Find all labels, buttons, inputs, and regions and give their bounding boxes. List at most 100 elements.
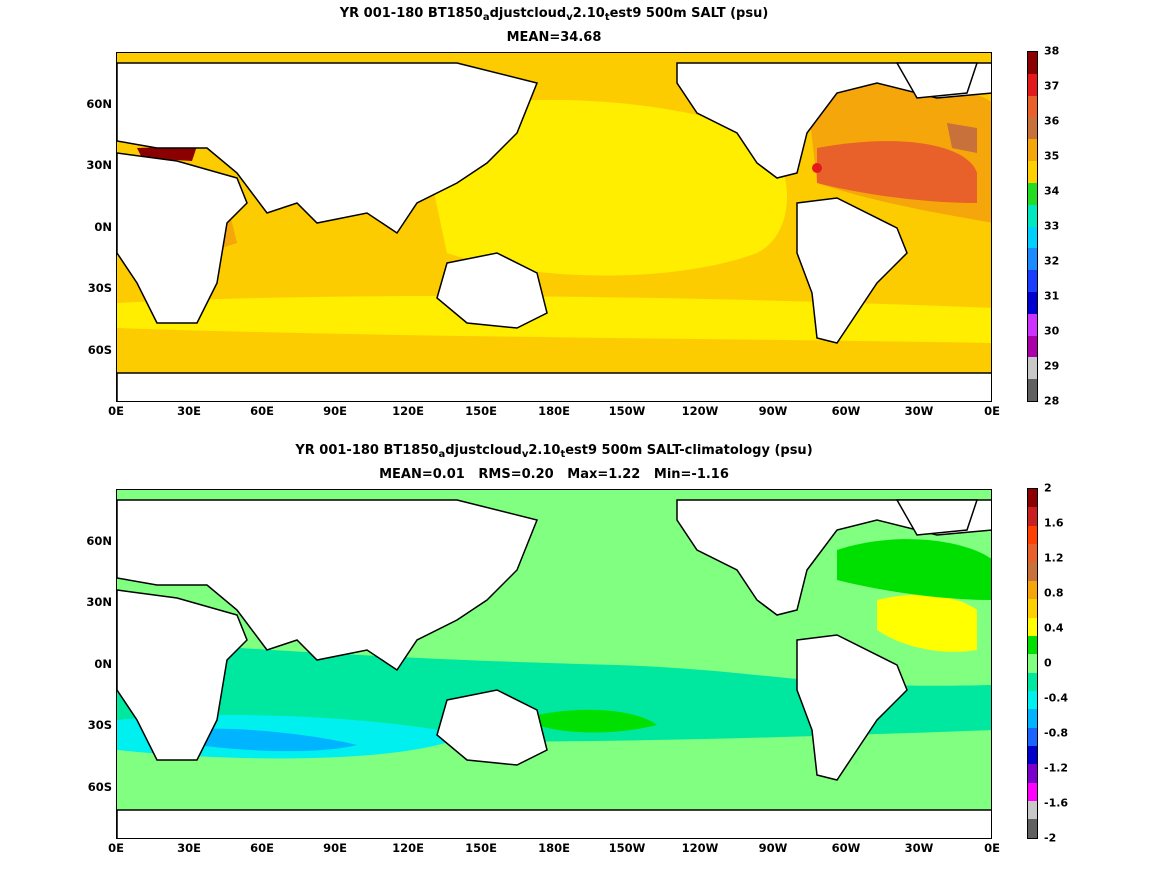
colorbar-label: 37 [1044,79,1060,93]
colorbar-segment [1028,357,1037,380]
colorbar-segment [1028,654,1037,673]
top-title-part: 2.10 [572,6,605,21]
x-tick-label: 150E [465,841,497,855]
bottom-title-part: 2.10 [528,443,561,458]
top-pacific-tongue [417,99,787,276]
y-tick-label: 60S [87,780,112,794]
y-tick-label: 30S [87,281,112,295]
colorbar-segment [1028,525,1037,545]
colorbar-label: 33 [1044,219,1060,233]
x-tick-label: 150W [608,404,646,418]
colorbar-segment [1028,764,1037,783]
bottom-map-title: YR 001-180 BT1850adjustcloudv2.10test9 5… [116,443,992,460]
colorbar-segment [1028,507,1037,526]
colorbar-segment [1028,635,1037,655]
colorbar-segment [1028,270,1037,292]
bottom-title-part: YR 001-180 BT1850 [295,443,439,458]
colorbar-segment [1028,73,1037,96]
bottom-teal-band [117,640,991,742]
colorbar-label: 1.2 [1044,551,1064,565]
colorbar-segment [1028,727,1037,747]
bottom-green-patch [837,539,991,600]
x-tick-label: 90W [758,841,788,855]
colorbar-segment [1028,782,1037,802]
colorbar-segment [1028,182,1037,205]
colorbar-label: 38 [1044,44,1060,58]
top-title-part: est9 500m SALT (psu) [609,6,769,21]
top-title-sub: a [482,12,490,23]
bottom-title-part: est9 500m SALT-climatology (psu) [565,443,813,458]
x-tick-label: 30E [177,404,201,418]
colorbar-segment [1028,672,1037,691]
top-map-title: YR 001-180 BT1850adjustcloudv2.10test9 5… [116,6,992,23]
x-tick-label: 150E [465,404,497,418]
colorbar-segment [1028,161,1037,183]
colorbar-label: 36 [1044,114,1060,128]
top-atlantic-max [817,141,977,203]
x-tick-label: 180E [538,841,570,855]
colorbar-segment [1028,379,1037,401]
y-tick-label: 0N [94,657,112,671]
top-atlantic-peak [812,163,822,173]
colorbar-label: -2 [1044,831,1057,845]
bottom-yellow-patch [877,594,977,652]
colorbar-segment [1028,95,1037,118]
colorbar-label: -0.8 [1044,726,1069,740]
x-tick-label: 180E [538,404,570,418]
x-tick-label: 30E [177,841,201,855]
colorbar-segment [1028,52,1037,74]
top-title-part: YR 001-180 BT1850 [339,6,483,21]
colorbar-label: -1.2 [1044,761,1069,775]
colorbar-segment [1028,313,1037,336]
colorbar-label: 28 [1044,394,1060,408]
x-tick-label: 90E [323,841,347,855]
x-tick-label: 150W [608,841,646,855]
y-tick-label: 0N [94,220,112,234]
bottom-title-sub: v [521,449,529,460]
x-tick-label: 120W [681,404,719,418]
colorbar-segment [1028,335,1037,358]
colorbar-label: 31 [1044,289,1060,303]
x-tick-label: 0E [108,841,124,855]
colorbar-segment [1028,617,1037,636]
y-tick-label: 60N [86,97,112,111]
y-tick-label: 60S [87,343,112,357]
top-atlantic-band [947,123,977,153]
colorbar-label: 1.6 [1044,516,1064,530]
colorbar-label: -0.4 [1044,691,1069,705]
bottom-title-part: djustcloud [445,443,522,458]
top-title-part: djustcloud [489,6,567,21]
bottom-map-panel [116,489,992,839]
colorbar-segment [1028,599,1037,618]
x-tick-label: 0E [984,404,1000,418]
top-colorbar [1027,51,1038,402]
colorbar-label: 0.4 [1044,621,1064,635]
top-title-sub: t [604,12,610,23]
colorbar-label: 30 [1044,324,1060,338]
colorbar-segment [1028,226,1037,249]
x-tick-label: 60E [250,404,274,418]
x-tick-label: 0E [108,404,124,418]
colorbar-segment [1028,248,1037,271]
top-southern-band [117,296,991,343]
colorbar-segment [1028,819,1037,838]
y-tick-label: 60N [86,534,112,548]
x-tick-label: 60E [250,841,274,855]
top-map-svg [117,53,991,401]
top-title-sub: v [566,12,573,23]
colorbar-segment [1028,489,1037,508]
bottom-blue-patch [177,728,357,752]
x-tick-label: 30W [904,404,934,418]
colorbar-segment [1028,291,1037,314]
x-tick-label: 120W [681,841,719,855]
colorbar-label: 2 [1044,481,1052,495]
x-tick-label: 30W [904,841,934,855]
bottom-map-svg [117,490,991,838]
colorbar-segment [1028,709,1037,728]
y-tick-label: 30N [86,595,112,609]
colorbar-segment [1028,562,1037,581]
colorbar-label: 32 [1044,254,1060,268]
x-tick-label: 0E [984,841,1000,855]
colorbar-label: -1.6 [1044,796,1069,810]
bottom-map-stats: MEAN=0.01 RMS=0.20 Max=1.22 Min=-1.16 [379,467,729,482]
